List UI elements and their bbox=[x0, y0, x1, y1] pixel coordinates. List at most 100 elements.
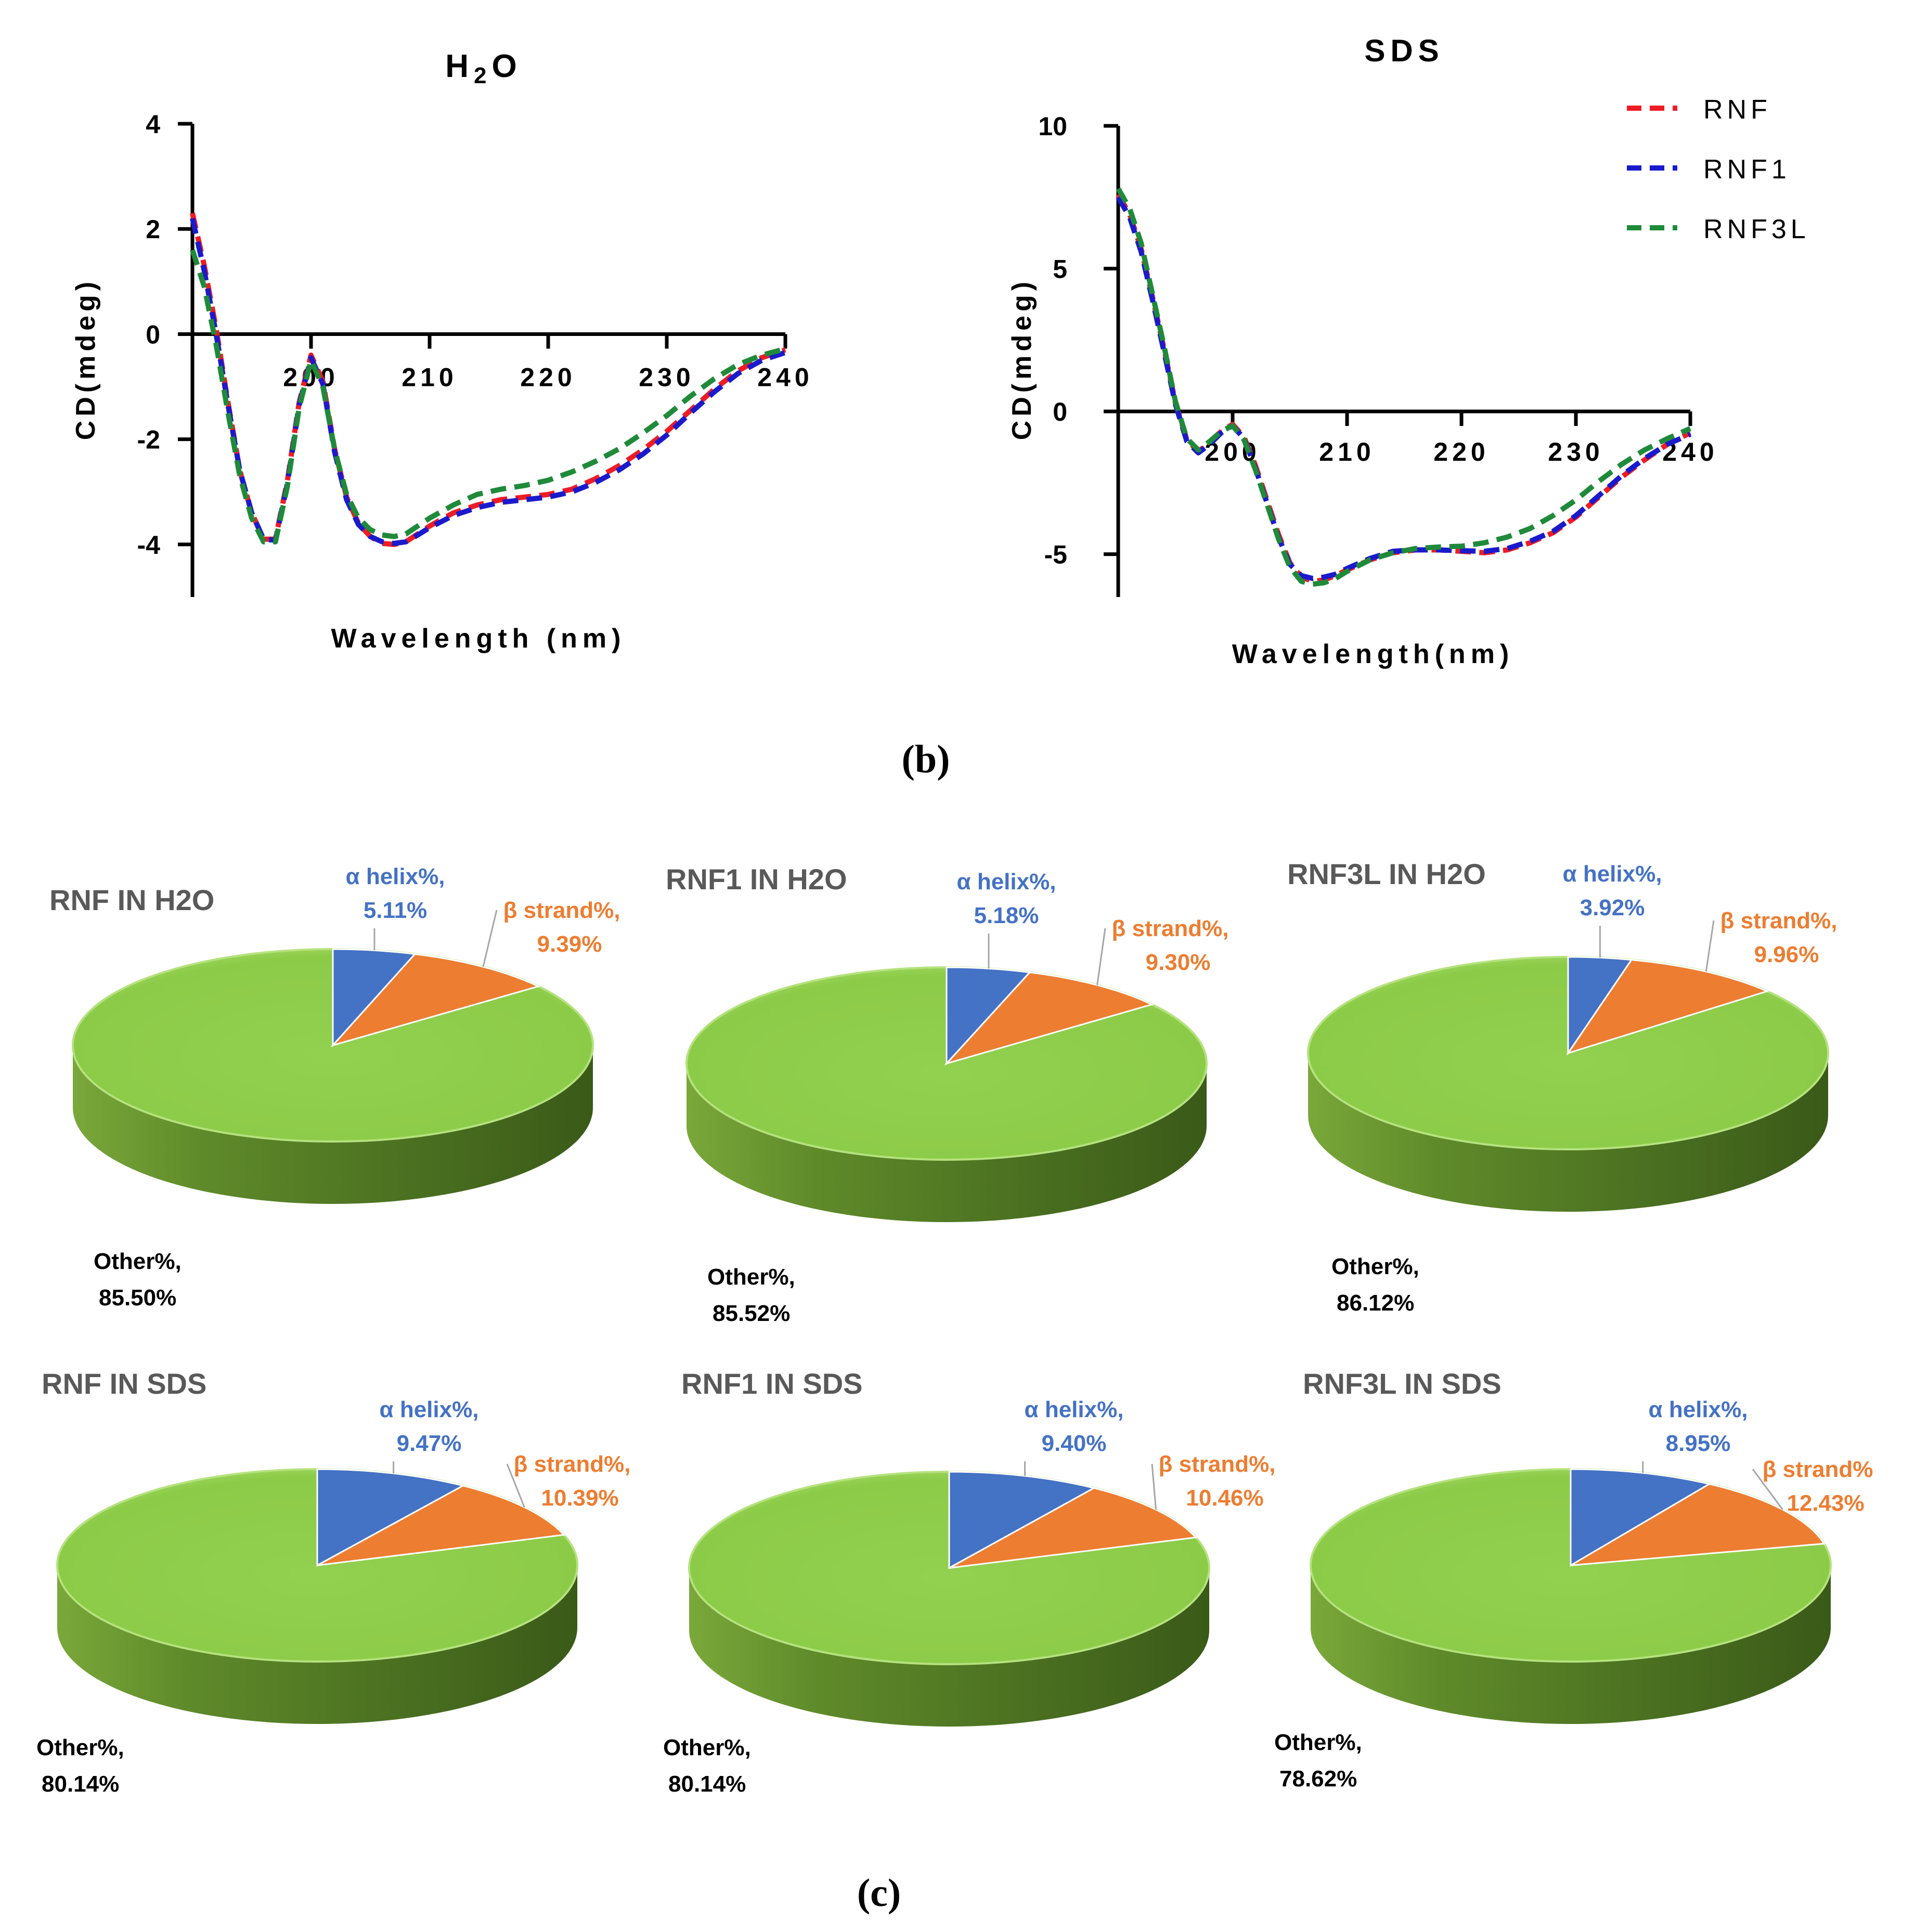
y-tick-label-sds: 10 bbox=[1038, 112, 1067, 141]
pie-side-wall bbox=[1308, 1053, 1828, 1212]
pie-slice-alpha-helix bbox=[332, 948, 417, 1047]
beta-strand-value: 12.43% bbox=[1787, 1490, 1864, 1516]
pie-chart-5: RNF1 IN SDS α helix%, 9.40% β strand%, 10.46… bbox=[663, 1367, 1275, 1797]
alpha-helix-label: α helix%, bbox=[346, 864, 445, 889]
other-value: 78.62% bbox=[1279, 1766, 1357, 1792]
chart-title-h2o: H2O bbox=[445, 48, 522, 88]
beta-leader-line bbox=[1151, 1463, 1157, 1510]
series-line-rnf3l-sds bbox=[1116, 187, 1692, 587]
pie-title: RNF3L IN SDS bbox=[1303, 1367, 1502, 1400]
pie-title: RNF1 IN H2O bbox=[666, 863, 847, 896]
beta-leader-line bbox=[506, 1463, 525, 1508]
other-label: Other%, bbox=[1331, 1254, 1419, 1279]
legend-label-rnf3l: RNF3L bbox=[1703, 214, 1810, 244]
beta-strand-value: 10.46% bbox=[1186, 1485, 1263, 1511]
legend-label-rnf: RNF bbox=[1703, 95, 1771, 125]
other-label: Other%, bbox=[1274, 1730, 1362, 1755]
pie-side-wall bbox=[689, 1568, 1209, 1727]
other-label: Other%, bbox=[663, 1735, 751, 1760]
pie-slice-beta-strand bbox=[1566, 959, 1770, 1055]
y-axis-label-h2o: CD(mdeg) bbox=[71, 278, 101, 440]
other-value: 80.14% bbox=[42, 1771, 119, 1797]
beta-leader-line bbox=[1705, 920, 1715, 972]
beta-strand-label: β strand%, bbox=[514, 1451, 631, 1477]
series-line-rnf3l-h2o bbox=[190, 249, 786, 544]
pie-side-wall bbox=[73, 1045, 593, 1204]
pie-side-wall bbox=[687, 1064, 1207, 1222]
x-tick-label-h2o: 230 bbox=[639, 362, 694, 392]
x-tick-label-h2o: 240 bbox=[757, 362, 813, 392]
y-tick-label-h2o: -4 bbox=[137, 530, 161, 560]
beta-leader-line bbox=[482, 910, 498, 967]
pie-slice-alpha-helix bbox=[316, 1468, 465, 1567]
pie-chart-3: RNF3L IN H2O α helix%, 3.92% β strand%, 9.96… bbox=[1287, 858, 1837, 1316]
series-line-rnf1-h2o bbox=[190, 217, 786, 546]
y-tick-label-sds: 0 bbox=[1053, 397, 1067, 426]
pie-slice-beta-strand bbox=[330, 953, 541, 1047]
beta-strand-label: β strand%, bbox=[503, 898, 620, 923]
x-tick-label-sds: 210 bbox=[1319, 437, 1375, 466]
beta-strand-value: 9.39% bbox=[537, 931, 602, 957]
series-line-rnf1-sds bbox=[1116, 196, 1691, 581]
pie-side-wall bbox=[1311, 1565, 1831, 1724]
alpha-helix-label: α helix%, bbox=[1563, 861, 1662, 887]
beta-strand-value: 9.96% bbox=[1754, 942, 1819, 967]
y-tick-label-sds: -5 bbox=[1044, 540, 1067, 569]
pie-chart-2: RNF1 IN H2O α helix%, 5.18% β strand%, 9.30%… bbox=[666, 863, 1228, 1326]
alpha-helix-value: 5.18% bbox=[974, 903, 1039, 928]
series-line-rnf-sds bbox=[1116, 193, 1692, 584]
pie-title: RNF IN SDS bbox=[42, 1367, 206, 1400]
y-axis-label-sds: CD(mdeg) bbox=[1007, 278, 1037, 440]
pie-side-wall bbox=[57, 1565, 577, 1724]
y-tick-label-h2o: -2 bbox=[137, 425, 160, 455]
beta-leader-line bbox=[1752, 1469, 1783, 1510]
x-tick-label-h2o: 210 bbox=[402, 362, 457, 392]
chart-title-sds: SDS bbox=[1364, 33, 1444, 68]
alpha-helix-value: 9.47% bbox=[397, 1431, 462, 1456]
y-tick-label-h2o: 0 bbox=[146, 320, 160, 349]
pie-slice-alpha-helix bbox=[1570, 1468, 1712, 1567]
caption-c: (c) bbox=[857, 1871, 901, 1915]
y-tick-label-h2o: 2 bbox=[146, 215, 160, 244]
sds-series bbox=[1116, 187, 1692, 587]
alpha-helix-value: 3.92% bbox=[1580, 895, 1645, 920]
alpha-helix-label: α helix%, bbox=[957, 869, 1056, 894]
alpha-helix-value: 8.95% bbox=[1666, 1431, 1731, 1456]
pie-slice-alpha-helix bbox=[946, 966, 1031, 1066]
pie-slice-beta-strand bbox=[317, 1485, 566, 1566]
caption-b: (b) bbox=[902, 737, 950, 781]
pie-chart-1: RNF IN H2O α helix%, 5.11% β strand%, 9.39% O… bbox=[49, 864, 620, 1311]
alpha-helix-value: 5.11% bbox=[364, 898, 427, 923]
alpha-helix-label: α helix%, bbox=[1649, 1397, 1748, 1422]
y-tick-label-sds: 5 bbox=[1053, 255, 1067, 284]
pie-chart-4: RNF IN SDS α helix%, 9.47% β strand%, 10.39%… bbox=[36, 1367, 630, 1797]
beta-strand-value: 10.39% bbox=[541, 1485, 618, 1511]
x-tick-label-sds: 230 bbox=[1548, 437, 1603, 466]
other-label: Other%, bbox=[36, 1735, 124, 1760]
other-value: 80.14% bbox=[668, 1771, 746, 1797]
x-axis-label-sds: Wavelength(nm) bbox=[1232, 639, 1515, 669]
alpha-helix-label: α helix%, bbox=[380, 1397, 479, 1422]
other-label: Other%, bbox=[94, 1249, 182, 1274]
x-tick-label-h2o: 220 bbox=[520, 362, 576, 392]
pie-title: RNF1 IN SDS bbox=[681, 1367, 863, 1400]
legend-label-rnf1: RNF1 bbox=[1703, 154, 1791, 185]
series-line-rnf-h2o bbox=[190, 212, 786, 547]
legend: RNF RNF1 RNF3L bbox=[1627, 95, 1810, 244]
y-tick-label-h2o: 4 bbox=[146, 110, 160, 139]
beta-strand-label: β strand%, bbox=[1159, 1451, 1276, 1477]
beta-leader-line bbox=[1096, 928, 1106, 986]
x-tick-label-sds: 220 bbox=[1433, 437, 1489, 466]
h2o-series bbox=[190, 212, 786, 547]
other-value: 86.12% bbox=[1337, 1290, 1414, 1316]
pie-title: RNF IN H2O bbox=[49, 884, 214, 916]
beta-strand-label: β strand% bbox=[1763, 1457, 1873, 1482]
other-value: 85.52% bbox=[713, 1301, 790, 1326]
pie-title: RNF3L IN H2O bbox=[1287, 858, 1486, 890]
x-axis-label-h2o: Wavelength (nm) bbox=[331, 624, 626, 654]
